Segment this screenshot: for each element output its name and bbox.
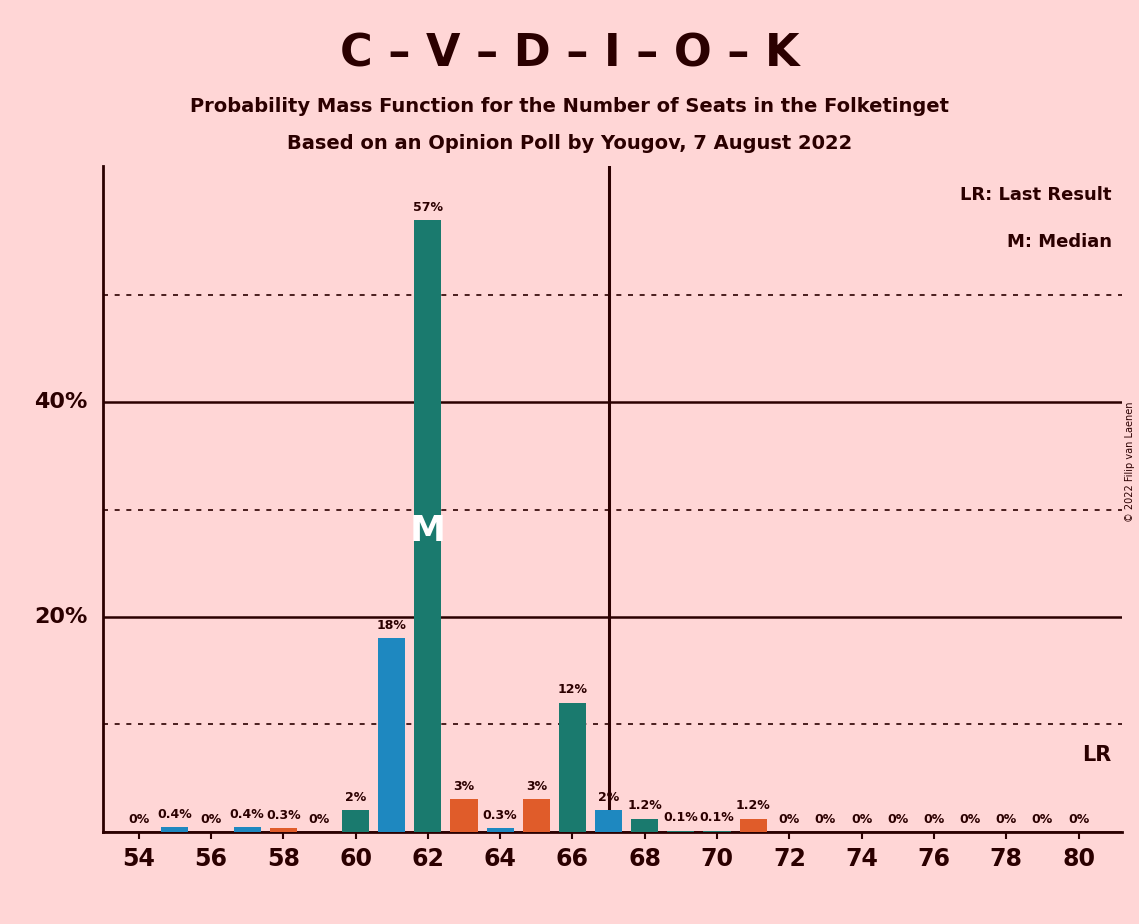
Bar [739, 819, 767, 832]
Text: 0%: 0% [959, 813, 981, 826]
Text: 2%: 2% [598, 791, 620, 804]
Text: 0%: 0% [814, 813, 836, 826]
Text: 40%: 40% [34, 393, 88, 412]
Text: Based on an Opinion Poll by Yougov, 7 August 2022: Based on an Opinion Poll by Yougov, 7 Au… [287, 134, 852, 153]
Text: 0.4%: 0.4% [230, 808, 264, 821]
Text: 0%: 0% [1068, 813, 1089, 826]
Bar [523, 799, 550, 832]
Text: 18%: 18% [377, 619, 407, 632]
Bar [378, 638, 405, 832]
Text: C – V – D – I – O – K: C – V – D – I – O – K [339, 32, 800, 76]
Text: 0%: 0% [924, 813, 944, 826]
Text: 0%: 0% [779, 813, 800, 826]
Text: 3%: 3% [453, 780, 475, 793]
Text: 0%: 0% [128, 813, 149, 826]
Text: 1.2%: 1.2% [736, 799, 771, 812]
Text: 3%: 3% [526, 780, 547, 793]
Text: 0.4%: 0.4% [157, 808, 192, 821]
Bar [486, 829, 514, 832]
Bar [450, 799, 477, 832]
Text: 0.1%: 0.1% [664, 811, 698, 824]
Bar [342, 810, 369, 832]
Text: LR: LR [1082, 745, 1112, 765]
Bar [631, 819, 658, 832]
Text: 0.3%: 0.3% [265, 808, 301, 822]
Bar [270, 829, 297, 832]
Bar [667, 831, 695, 832]
Text: 0.3%: 0.3% [483, 808, 517, 822]
Text: LR: Last Result: LR: Last Result [960, 187, 1112, 204]
Text: 12%: 12% [557, 684, 588, 697]
Text: Probability Mass Function for the Number of Seats in the Folketinget: Probability Mass Function for the Number… [190, 97, 949, 116]
Text: 0%: 0% [309, 813, 330, 826]
Bar [233, 827, 261, 832]
Bar [415, 220, 442, 832]
Bar [162, 827, 188, 832]
Text: 57%: 57% [412, 201, 443, 213]
Text: 1.2%: 1.2% [628, 799, 662, 812]
Text: 2%: 2% [345, 791, 366, 804]
Bar [704, 831, 730, 832]
Text: M: Median: M: Median [1007, 233, 1112, 250]
Bar [559, 703, 585, 832]
Text: 0%: 0% [995, 813, 1017, 826]
Text: 20%: 20% [34, 607, 88, 627]
Text: 0%: 0% [887, 813, 909, 826]
Text: 0.1%: 0.1% [699, 811, 735, 824]
Bar [595, 810, 622, 832]
Text: 0%: 0% [1032, 813, 1054, 826]
Text: 0%: 0% [200, 813, 222, 826]
Text: 0%: 0% [851, 813, 872, 826]
Text: M: M [410, 514, 445, 548]
Text: © 2022 Filip van Laenen: © 2022 Filip van Laenen [1125, 402, 1134, 522]
